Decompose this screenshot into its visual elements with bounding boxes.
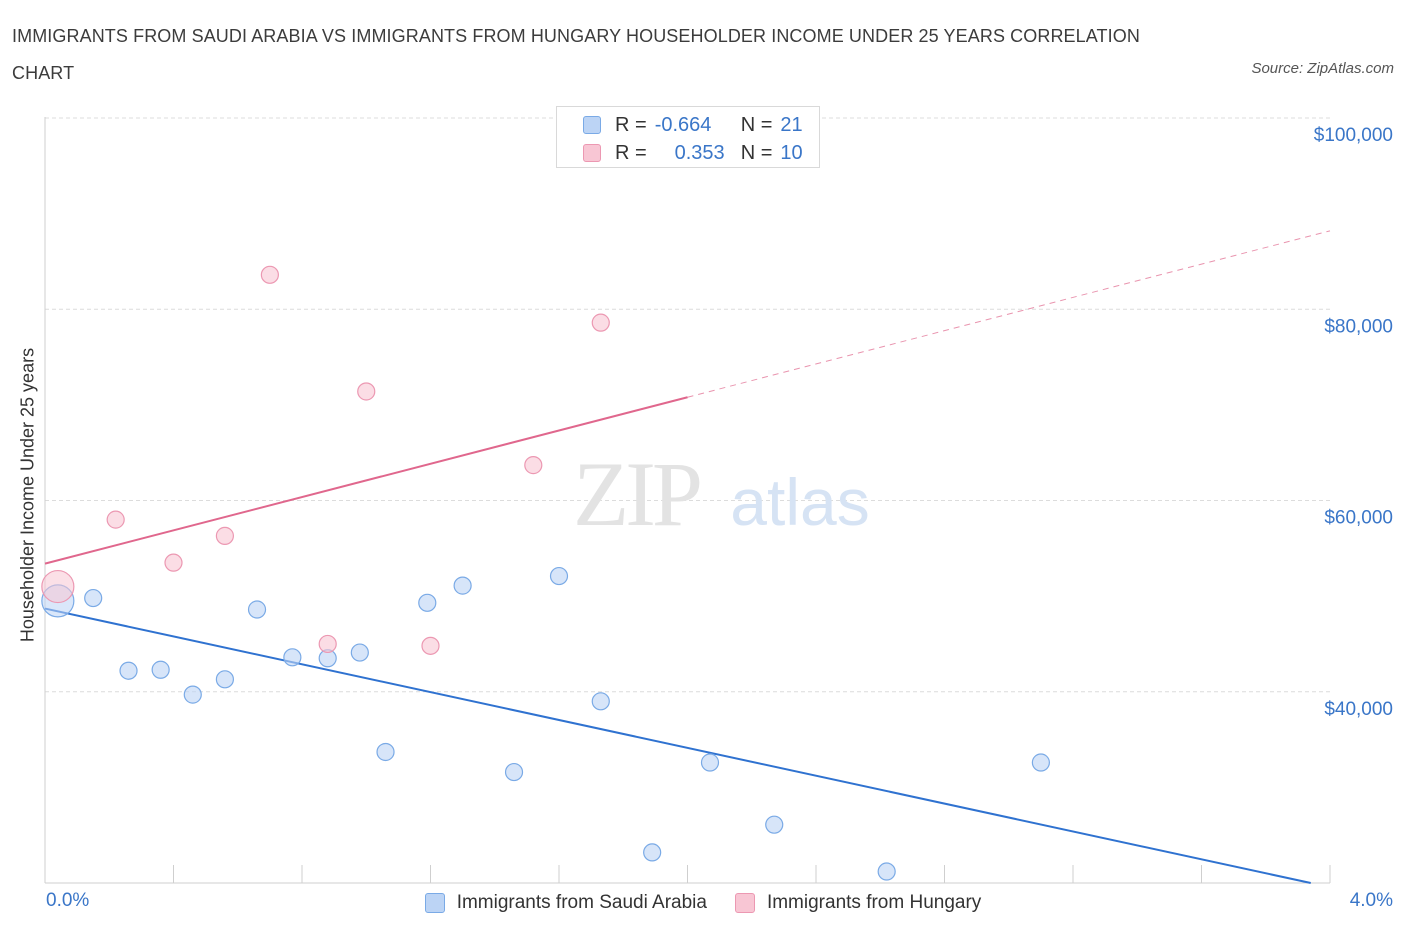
n-label: N = — [740, 113, 773, 136]
chart-title: IMMIGRANTS FROM SAUDI ARABIA VS IMMIGRAN… — [12, 26, 1140, 83]
saudi-point — [183, 685, 202, 704]
saudi-point — [376, 742, 395, 762]
stats-row-hungary: R = 0.353 N = 10 — [583, 141, 803, 165]
hungary-point — [318, 634, 337, 654]
hungary-point — [215, 526, 234, 545]
legend-swatch-saudi — [424, 893, 445, 913]
stats-row-saudi: R = -0.664 N = 21 — [583, 113, 803, 137]
legend-item-hungary: Immigrants from Hungary — [734, 892, 982, 914]
n-value: 21 — [780, 113, 803, 136]
saudi-point — [350, 643, 369, 662]
saudi-point — [215, 670, 234, 689]
hungary-point — [591, 313, 610, 332]
saudi-point — [765, 815, 784, 834]
y-tick-label: $40,000 — [1324, 699, 1393, 720]
legend-item-saudi: Immigrants from Saudi Arabia — [424, 892, 707, 914]
r-value: -0.664 — [654, 113, 712, 136]
y-tick-label: $80,000 — [1324, 316, 1393, 337]
watermark-zip: ZIP — [573, 443, 700, 545]
saudi-point — [643, 843, 662, 862]
hungary-point — [260, 265, 279, 284]
saudi-point — [549, 566, 569, 586]
series-legend: Immigrants from Saudi Arabia Immigrants … — [0, 888, 1406, 918]
stats-legend: R = -0.664 N = 21 R = 0.353 N = 10 — [556, 106, 820, 168]
hungary-point — [164, 553, 183, 572]
saudi-point — [700, 753, 720, 772]
hungary-point — [106, 510, 125, 529]
saudi-point — [1031, 753, 1050, 772]
saudi-point — [119, 661, 138, 680]
legend-swatch-hungary — [734, 893, 755, 913]
y-tick-label: $100,000 — [1314, 125, 1393, 146]
trend-line-0 — [44, 607, 1311, 884]
saudi-swatch — [583, 116, 601, 134]
r-value: 0.353 — [674, 141, 725, 164]
saudi-point — [418, 593, 437, 612]
watermark-atlas: atlas — [730, 465, 869, 539]
saudi-point — [283, 648, 302, 667]
legend-label-hungary: Immigrants from Hungary — [766, 892, 982, 913]
y-axis-label: Householder Income Under 25 years — [17, 347, 38, 643]
saudi-point — [151, 660, 170, 679]
y-tick-label: $60,000 — [1324, 508, 1393, 529]
saudi-point — [877, 862, 896, 881]
saudi-point — [504, 762, 524, 782]
hungary-point — [357, 382, 376, 401]
n-value: 10 — [780, 141, 803, 164]
saudi-point — [591, 692, 610, 711]
x-tick-min: 0.0% — [46, 890, 90, 911]
legend-label-saudi: Immigrants from Saudi Arabia — [456, 892, 707, 913]
x-tick-max: 4.0% — [1349, 890, 1393, 911]
trend-line-dashed-1 — [687, 230, 1331, 398]
hungary-swatch — [583, 144, 601, 162]
r-label: R = — [615, 141, 647, 164]
saudi-point — [453, 576, 472, 595]
hungary-point — [524, 456, 543, 475]
trend-line-1 — [44, 396, 688, 565]
r-label: R = — [615, 113, 647, 136]
hungary-point — [41, 569, 75, 604]
n-label: N = — [740, 141, 773, 164]
saudi-point — [84, 588, 103, 608]
saudi-point — [247, 600, 267, 619]
source-label: Source: ZipAtlas.com — [1251, 60, 1394, 77]
hungary-point — [421, 636, 440, 655]
